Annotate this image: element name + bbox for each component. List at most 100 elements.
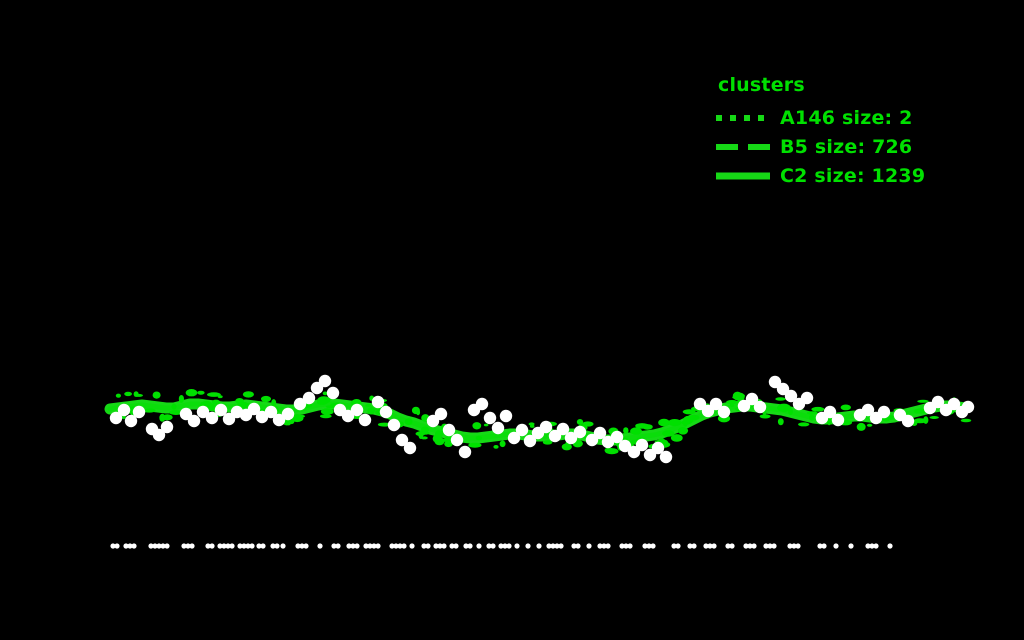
scatter-point[interactable] bbox=[247, 402, 261, 416]
scatter-point[interactable] bbox=[776, 382, 790, 396]
scatter-point[interactable] bbox=[573, 425, 587, 439]
scatter-point[interactable] bbox=[222, 412, 236, 426]
scatter-point[interactable] bbox=[717, 405, 731, 419]
scatter-point[interactable] bbox=[901, 414, 915, 428]
scatter-point[interactable] bbox=[117, 403, 131, 417]
scatter-point[interactable] bbox=[205, 411, 219, 425]
legend-item-b5[interactable]: B5 size: 726 bbox=[712, 133, 1012, 161]
scatter-point[interactable] bbox=[442, 423, 456, 437]
green-band-speck bbox=[288, 419, 295, 425]
scatter-point[interactable] bbox=[187, 414, 201, 428]
scatter-point[interactable] bbox=[643, 448, 657, 462]
scatter-point[interactable] bbox=[961, 400, 975, 414]
legend-line-sample-solid bbox=[716, 172, 770, 180]
green-band-speck bbox=[325, 405, 337, 409]
scatter-point[interactable] bbox=[523, 434, 537, 448]
scatter-point[interactable] bbox=[387, 418, 401, 432]
scatter-point[interactable] bbox=[635, 438, 649, 452]
scatter-point[interactable] bbox=[693, 397, 707, 411]
scatter-point[interactable] bbox=[426, 414, 440, 428]
scatter-point[interactable] bbox=[302, 391, 316, 405]
green-band-speck bbox=[635, 423, 649, 429]
scatter-point[interactable] bbox=[931, 395, 945, 409]
green-band-speck bbox=[434, 437, 445, 446]
scatter-point[interactable] bbox=[651, 441, 665, 455]
rug-tick bbox=[205, 543, 211, 549]
rug-tick bbox=[237, 543, 243, 549]
green-band-speck bbox=[775, 397, 786, 401]
scatter-point[interactable] bbox=[458, 445, 472, 459]
scatter-point[interactable] bbox=[753, 400, 767, 414]
scatter-point[interactable] bbox=[593, 426, 607, 440]
scatter-point[interactable] bbox=[618, 439, 632, 453]
scatter-point[interactable] bbox=[395, 433, 409, 447]
scatter-point[interactable] bbox=[823, 405, 837, 419]
rug-tick bbox=[295, 543, 301, 549]
rug-tick bbox=[586, 543, 592, 549]
scatter-point[interactable] bbox=[450, 433, 464, 447]
scatter-point[interactable] bbox=[745, 392, 759, 406]
scatter-point[interactable] bbox=[877, 405, 891, 419]
scatter-point[interactable] bbox=[784, 389, 798, 403]
scatter-point[interactable] bbox=[768, 375, 782, 389]
rug-tick bbox=[763, 543, 769, 549]
scatter-point[interactable] bbox=[403, 441, 417, 455]
scatter-point[interactable] bbox=[272, 413, 286, 427]
legend-item-a146[interactable]: A146 size: 2 bbox=[712, 104, 1012, 132]
scatter-point[interactable] bbox=[371, 395, 385, 409]
scatter-point[interactable] bbox=[585, 433, 599, 447]
scatter-point[interactable] bbox=[800, 391, 814, 405]
scatter-point[interactable] bbox=[379, 405, 393, 419]
scatter-point[interactable] bbox=[124, 414, 138, 428]
rug-tick bbox=[869, 543, 875, 549]
scatter-point[interactable] bbox=[548, 429, 562, 443]
scatter-point[interactable] bbox=[326, 386, 340, 400]
scatter-point[interactable] bbox=[160, 420, 174, 434]
scatter-point[interactable] bbox=[358, 413, 372, 427]
scatter-point[interactable] bbox=[350, 403, 364, 417]
scatter-point[interactable] bbox=[737, 399, 751, 413]
scatter-point[interactable] bbox=[556, 422, 570, 436]
scatter-point[interactable] bbox=[507, 431, 521, 445]
scatter-point[interactable] bbox=[214, 403, 228, 417]
scatter-point[interactable] bbox=[831, 413, 845, 427]
green-band-speck bbox=[171, 403, 177, 410]
rug-tick bbox=[181, 543, 187, 549]
scatter-point[interactable] bbox=[179, 407, 193, 421]
scatter-point[interactable] bbox=[264, 405, 278, 419]
scatter-point[interactable] bbox=[564, 431, 578, 445]
rug-tick bbox=[317, 543, 323, 549]
scatter-point[interactable] bbox=[627, 445, 641, 459]
rug-tick bbox=[767, 543, 773, 549]
scatter-point[interactable] bbox=[947, 397, 961, 411]
scatter-point[interactable] bbox=[610, 430, 624, 444]
scatter-point[interactable] bbox=[701, 404, 715, 418]
scatter-point[interactable] bbox=[659, 450, 673, 464]
scatter-point[interactable] bbox=[152, 428, 166, 442]
scatter-point[interactable] bbox=[861, 403, 875, 417]
scatter-point[interactable] bbox=[109, 411, 123, 425]
scatter-point[interactable] bbox=[132, 405, 146, 419]
scatter-point[interactable] bbox=[483, 411, 497, 425]
green-band-speck bbox=[493, 445, 499, 449]
scatter-point[interactable] bbox=[434, 407, 448, 421]
legend-item-c2[interactable]: C2 size: 1239 bbox=[712, 162, 1012, 190]
scatter-point[interactable] bbox=[293, 397, 307, 411]
scatter-point[interactable] bbox=[709, 397, 723, 411]
scatter-point[interactable] bbox=[196, 405, 210, 419]
rug-tick bbox=[331, 543, 337, 549]
scatter-point[interactable] bbox=[499, 409, 513, 423]
scatter-point[interactable] bbox=[475, 397, 489, 411]
scatter-point[interactable] bbox=[539, 420, 553, 434]
scatter-point[interactable] bbox=[310, 381, 324, 395]
rug-tick bbox=[865, 543, 871, 549]
rug-tick bbox=[245, 543, 251, 549]
scatter-point[interactable] bbox=[515, 423, 529, 437]
scatter-point[interactable] bbox=[318, 374, 332, 388]
scatter-point[interactable] bbox=[491, 421, 505, 435]
scatter-point[interactable] bbox=[281, 407, 295, 421]
rug-tick bbox=[502, 543, 508, 549]
rug-tick bbox=[817, 543, 823, 549]
rug-tick bbox=[743, 543, 749, 549]
scatter-point[interactable] bbox=[341, 409, 355, 423]
